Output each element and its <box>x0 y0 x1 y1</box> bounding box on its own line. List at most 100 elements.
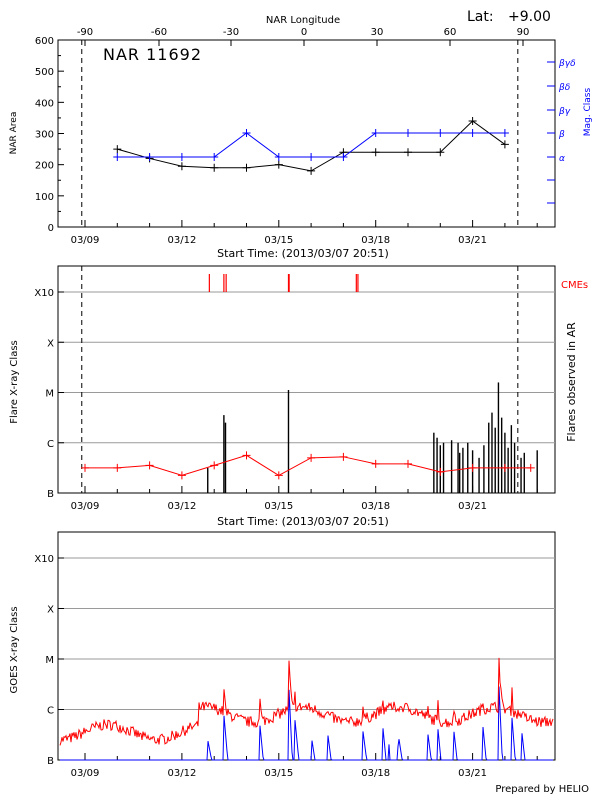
nar-title: NAR 11692 <box>103 45 202 64</box>
flare-ytick-label: B <box>47 489 54 500</box>
lon-tick-label: -30 <box>223 27 239 38</box>
nar-ytick-label: 300 <box>35 130 54 141</box>
nar-ytick-label: 400 <box>35 98 54 109</box>
credit-text: Prepared by HELIO <box>495 784 589 795</box>
flare-background-point <box>242 451 251 460</box>
goes-short-line <box>60 686 553 761</box>
goes-xtick-label: 03/09 <box>71 768 100 779</box>
nar-area-point <box>371 148 380 157</box>
nar-area-point <box>468 117 477 126</box>
flare-ylabel: Flare X-ray Class <box>9 340 20 424</box>
mag-class-point <box>468 129 477 137</box>
nar-area-point <box>177 162 186 171</box>
goes-ytick-label: M <box>45 655 54 666</box>
flare-right-axis-label: Flares observed in AR <box>565 322 578 442</box>
mag-class-point <box>145 153 154 161</box>
nar-ytick-label: 600 <box>35 36 54 47</box>
lon-tick-label: -60 <box>151 27 167 38</box>
mag-tick-label: β <box>558 130 565 140</box>
mag-tick-label: βγ <box>558 107 571 117</box>
mag-class-point <box>339 153 348 161</box>
flare-background-point <box>210 461 219 470</box>
nar-area-point <box>500 140 509 149</box>
flare-background-point <box>177 471 186 480</box>
goes-plot-frame <box>57 531 556 761</box>
lon-tick-label: -90 <box>77 27 93 38</box>
flare-background-point <box>371 459 380 468</box>
nar-xtick-label: 03/12 <box>167 235 196 246</box>
nar-area-point <box>307 166 316 175</box>
lon-tick-label: 60 <box>444 27 457 38</box>
flare-background-point <box>404 459 412 468</box>
goes-long-line <box>59 657 554 746</box>
goes-ytick-label: X10 <box>34 554 54 565</box>
flare-background-point <box>307 453 316 462</box>
lat-label: Lat: <box>467 9 494 25</box>
nar-ytick-label: 100 <box>35 192 54 203</box>
nar-area-point <box>274 160 283 169</box>
flare-background-point <box>274 471 283 480</box>
nar-ytick-label: 200 <box>35 161 54 172</box>
flare-background-point <box>468 463 477 472</box>
flare-xtick-label: 03/18 <box>361 501 390 512</box>
nar-right-axis-label: Mag. Class <box>583 87 593 136</box>
flare-xtick-label: 03/12 <box>167 501 196 512</box>
mag-class-point <box>242 129 251 137</box>
mag-class-point <box>500 129 509 137</box>
flare-panel: B C M X X10 03/09 03/12 03/15 03/18 03/21 CMEs F… <box>9 265 588 528</box>
flare-background-point <box>145 461 154 470</box>
flare-background-point <box>526 463 535 472</box>
lon-tick-label: 0 <box>301 27 307 38</box>
nar-area-line <box>117 120 506 172</box>
nar-panel: NAR Longitude -90 -60 -30 0 30 60 90 NAR 11692… <box>9 15 593 260</box>
nar-xtick-label: 03/15 <box>264 235 293 246</box>
flare-plot-frame <box>57 265 556 494</box>
goes-panel: B C M X X10 03/09 03/12 03/15 03/18 03/21 GOES X… <box>9 531 556 779</box>
mag-class-point <box>177 153 186 161</box>
mag-class-point <box>404 129 412 137</box>
flare-ytick-label: X <box>47 338 54 349</box>
mag-tick-label: βγδ <box>558 59 576 69</box>
flare-background-point <box>113 463 122 472</box>
mag-class-point <box>210 153 219 161</box>
nar-ylabel: NAR Area <box>9 112 19 155</box>
nar-xtick-label: 03/09 <box>71 235 100 246</box>
nar-xlabel: Start Time: (2013/03/07 20:51) <box>217 247 389 260</box>
mag-class-point <box>113 153 122 161</box>
goes-xtick-label: 03/12 <box>167 768 196 779</box>
flare-background-point <box>500 463 509 472</box>
mag-tick-label: βδ <box>558 83 571 93</box>
nar-area-point <box>436 148 445 157</box>
flare-background-point <box>339 452 348 461</box>
flare-ytick-label: M <box>45 389 54 400</box>
nar-ytick-label: 0 <box>48 223 54 234</box>
goes-ytick-label: X <box>47 605 54 616</box>
cme-label: CMEs <box>561 280 588 291</box>
lat-value: +9.00 <box>508 9 551 25</box>
nar-ytick-label: 500 <box>35 67 54 78</box>
nar-area-point <box>404 148 412 157</box>
nar-area-point <box>210 163 219 172</box>
goes-ytick-label: B <box>47 756 54 767</box>
goes-ytick-label: C <box>47 706 54 717</box>
lon-tick-label: 30 <box>371 27 384 38</box>
nar-area-point <box>242 163 251 172</box>
mag-class-point <box>371 129 380 137</box>
flare-background-point <box>436 467 445 476</box>
flare-xtick-label: 03/09 <box>71 501 100 512</box>
flare-ytick-label: C <box>47 439 54 450</box>
goes-ylabel: GOES X-ray Class <box>9 606 20 693</box>
mag-tick-label: α <box>559 154 565 164</box>
goes-xtick-label: 03/18 <box>361 768 390 779</box>
lon-tick-label: 90 <box>517 27 530 38</box>
flare-background-point <box>81 463 89 472</box>
nar-xtick-label: 03/21 <box>458 235 487 246</box>
mag-class-point <box>274 153 283 161</box>
goes-xtick-label: 03/21 <box>458 768 487 779</box>
flare-ytick-label: X10 <box>34 288 54 299</box>
flare-xtick-label: 03/21 <box>458 501 487 512</box>
flare-xtick-label: 03/15 <box>264 501 293 512</box>
mag-class-point <box>307 153 316 161</box>
flare-xlabel: Start Time: (2013/03/07 20:51) <box>217 515 389 528</box>
nar-area-point <box>113 145 122 154</box>
